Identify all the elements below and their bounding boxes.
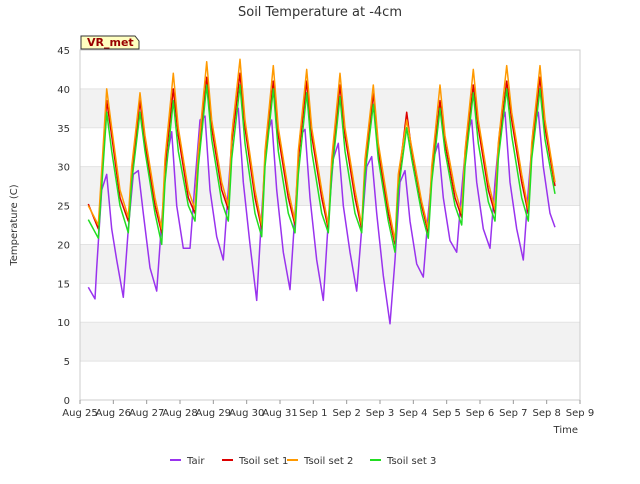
x-tick-label: Aug 26 xyxy=(96,408,131,419)
y-tick-label: 15 xyxy=(57,279,70,290)
x-tick-label: Aug 28 xyxy=(162,408,197,419)
x-axis-label: Time xyxy=(553,425,578,436)
x-tick-label: Aug 30 xyxy=(229,408,264,419)
y-tick-label: 35 xyxy=(57,124,70,135)
plot-band xyxy=(80,244,580,284)
x-tick-label: Sep 5 xyxy=(432,408,460,419)
y-tick-label: 25 xyxy=(57,202,70,213)
y-axis-ticks: 0 5 10 15 20 25 30 35 40 45 xyxy=(57,46,70,407)
legend-label: Tsoil set 2 xyxy=(303,456,353,467)
y-tick-label: 30 xyxy=(57,163,70,174)
series-line-tsoil-set-2 xyxy=(87,58,556,242)
plot-frame xyxy=(79,49,581,401)
legend-label: Tsoil set 3 xyxy=(386,456,436,467)
x-tick-label: Aug 31 xyxy=(262,408,297,419)
x-tick-label: Sep 4 xyxy=(399,408,427,419)
series-lines xyxy=(87,58,556,325)
legend-label: Tair xyxy=(186,456,205,467)
annotation-label: VR_met xyxy=(87,36,134,49)
plot-background xyxy=(80,88,580,362)
x-tick-label: Sep 8 xyxy=(532,408,560,419)
y-tick-label: 0 xyxy=(64,396,70,407)
y-tick-label: 10 xyxy=(57,318,70,329)
y-axis-label: Temperature (C) xyxy=(9,184,20,266)
x-tick-label: Sep 9 xyxy=(566,408,594,419)
x-tick-label: Sep 2 xyxy=(332,408,360,419)
legend-label: Tsoil set 1 xyxy=(238,456,288,467)
series-line-tsoil-set-1 xyxy=(87,72,556,246)
y-tick-label: 5 xyxy=(64,357,70,368)
chart-title: Soil Temperature at -4cm xyxy=(238,5,402,20)
x-tick-label: Sep 6 xyxy=(466,408,494,419)
x-tick-label: Sep 1 xyxy=(299,408,327,419)
plot-band xyxy=(80,88,580,128)
x-tick-label: Aug 25 xyxy=(62,408,97,419)
series-line-tsoil-set-3 xyxy=(87,84,556,253)
y-tick-label: 45 xyxy=(57,46,70,57)
annotation-box xyxy=(80,35,140,50)
annotation-badge: VR_met xyxy=(80,35,140,50)
x-tick-label: Aug 27 xyxy=(129,408,164,419)
x-tick-label: Sep 3 xyxy=(366,408,394,419)
y-tick-label: 20 xyxy=(57,240,70,251)
x-tick-label: Sep 7 xyxy=(499,408,527,419)
y-tick-label: 40 xyxy=(57,85,70,96)
legend: Tair Tsoil set 1 Tsoil set 2 Tsoil set 3 xyxy=(170,456,436,467)
plot-band xyxy=(80,322,580,362)
x-tick-label: Aug 29 xyxy=(196,408,231,419)
